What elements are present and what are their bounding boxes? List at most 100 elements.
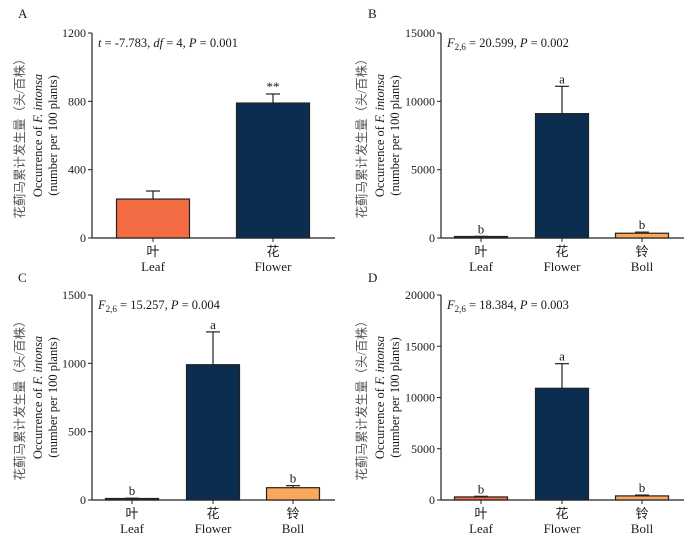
stat-part: = 0.004 (178, 298, 220, 312)
y-tick-label: 0 (429, 493, 435, 507)
significance-label: a (559, 71, 565, 86)
y-tick-label: 10000 (405, 391, 435, 405)
panel-a: A 0 400 800 1200 花蓟马累计发生量（头/百株） Occurrence of … (12, 6, 335, 274)
stat-part: = 15.257, (117, 298, 171, 312)
x-tick-label-en: Boll (631, 259, 654, 274)
stat-part: = 18.384, (466, 298, 520, 312)
x-tick-label-cn: 叶 (474, 506, 487, 521)
stat-annotation: F2,6 = 18.384, P = 0.003 (446, 298, 569, 314)
stat-part: = 0.002 (527, 36, 568, 50)
y-axis-title-cn: 花蓟马累计发生量（头/百株） (12, 315, 27, 481)
x-tick-label-en: Leaf (120, 521, 144, 536)
significance-label: b (129, 483, 136, 498)
y-axis-title-cn: 花蓟马累计发生量（头/百株） (354, 315, 369, 481)
y-axis-title-prefix: Occurrence of (373, 385, 387, 459)
y-tick-label: 20000 (405, 288, 435, 302)
stat-part: F (97, 298, 106, 312)
significance-label: b (290, 471, 297, 486)
stat-annotation: F2,6 = 15.257, P = 0.004 (97, 298, 221, 314)
significance-label: ** (267, 79, 280, 94)
y-axis-title-prefix: Occurrence of (31, 385, 45, 459)
y-tick-label: 1200 (62, 26, 86, 40)
x-tick-label-cn: 叶 (125, 506, 138, 521)
panel-c: C 0 500 1000 1500 花蓟马累计发生量（头/百株） Occurrence of… (12, 270, 335, 536)
stat-part: t (98, 36, 102, 50)
panel-label: A (18, 6, 28, 21)
y-tick-label: 400 (68, 163, 86, 177)
significance-label: a (559, 349, 565, 364)
bar-boll (265, 487, 321, 501)
bar-leaf (453, 496, 509, 501)
y-tick-label: 800 (68, 94, 86, 108)
stat-annotation: F2,6 = 20.599, P = 0.002 (446, 36, 569, 52)
panel-d: D 0 5000 10000 15000 20000 花蓟马累计发生量（头/百株） Occur… (354, 270, 684, 536)
y-tick-label: 10000 (405, 94, 435, 108)
x-tick-label-en: Leaf (469, 521, 493, 536)
y-axis-title-units: (number per 100 plants) (388, 337, 402, 457)
significance-label: b (478, 481, 485, 496)
x-tick-label-en: Boll (631, 521, 654, 536)
y-tick-label: 15000 (405, 26, 435, 40)
x-tick-label-en: Flower (544, 259, 582, 274)
y-tick-label: 15000 (405, 339, 435, 353)
stat-part: P (519, 298, 528, 312)
stat-part: = 0.003 (527, 298, 568, 312)
y-axis-title-en: Occurrence of F. intonsa (373, 336, 387, 459)
stat-part: P (170, 298, 179, 312)
y-axis-title-en: Occurrence of F. intonsa (373, 74, 387, 197)
stat-part: P (188, 36, 197, 50)
stat-part: F (446, 36, 455, 50)
x-tick-label-cn: 花 (555, 506, 568, 521)
panel-label: C (18, 270, 27, 285)
x-tick-label-cn: 花 (266, 244, 279, 259)
panel-label: D (368, 270, 377, 285)
significance-label: b (639, 480, 646, 495)
y-axis-title-prefix: Occurrence of (31, 123, 45, 197)
stat-part: 2,6 (455, 42, 467, 52)
y-axis-title-cn: 花蓟马累计发生量（头/百株） (12, 53, 27, 219)
y-tick-label: 5000 (411, 442, 435, 456)
y-tick-label: 1500 (62, 288, 86, 302)
stat-part: = 20.599, (466, 36, 520, 50)
stat-part: 2,6 (455, 304, 467, 314)
stat-part: P (519, 36, 528, 50)
y-axis-title-en: Occurrence of F. intonsa (31, 336, 45, 459)
stat-annotation: t = -7.783, df = 4, P = 0.001 (98, 36, 238, 50)
y-axis-title-species: F. intonsa (31, 74, 45, 124)
x-tick-label-cn: 铃 (635, 244, 648, 259)
bar-flower (235, 102, 311, 239)
x-tick-label-cn: 花 (555, 244, 568, 259)
y-axis-title-units: (number per 100 plants) (46, 75, 60, 195)
stat-part: = 0.001 (197, 36, 238, 50)
significance-label: a (210, 317, 216, 332)
y-axis-title-en: Occurrence of F. intonsa (31, 74, 45, 197)
significance-label: b (478, 221, 485, 236)
bar-boll (614, 495, 670, 501)
x-tick-label-en: Leaf (141, 259, 165, 274)
panel-label: B (368, 6, 377, 21)
x-tick-label-en: Flower (544, 521, 582, 536)
y-tick-label: 500 (68, 425, 86, 439)
bar-boll (614, 232, 670, 239)
stat-part: F (446, 298, 455, 312)
y-axis-title-species: F. intonsa (373, 336, 387, 386)
x-tick-label-cn: 铃 (286, 506, 299, 521)
stat-part: = 4, (163, 36, 189, 50)
bar-leaf (115, 198, 191, 239)
y-axis-title-species: F. intonsa (31, 336, 45, 386)
y-axis-title-units: (number per 100 plants) (388, 75, 402, 195)
x-tick-label-cn: 花 (206, 506, 219, 521)
stat-part: df (153, 36, 164, 50)
x-tick-label-en: Leaf (469, 259, 493, 274)
significance-label: b (639, 217, 646, 232)
y-axis-title-units: (number per 100 plants) (46, 337, 60, 457)
x-tick-label-cn: 铃 (635, 506, 648, 521)
y-tick-label: 0 (80, 231, 86, 245)
y-tick-label: 0 (429, 231, 435, 245)
bar-flower (185, 364, 241, 501)
y-tick-label: 0 (80, 493, 86, 507)
x-tick-label-cn: 叶 (146, 244, 159, 259)
y-axis-title-prefix: Occurrence of (373, 123, 387, 197)
y-axis-title-cn: 花蓟马累计发生量（头/百株） (354, 53, 369, 219)
